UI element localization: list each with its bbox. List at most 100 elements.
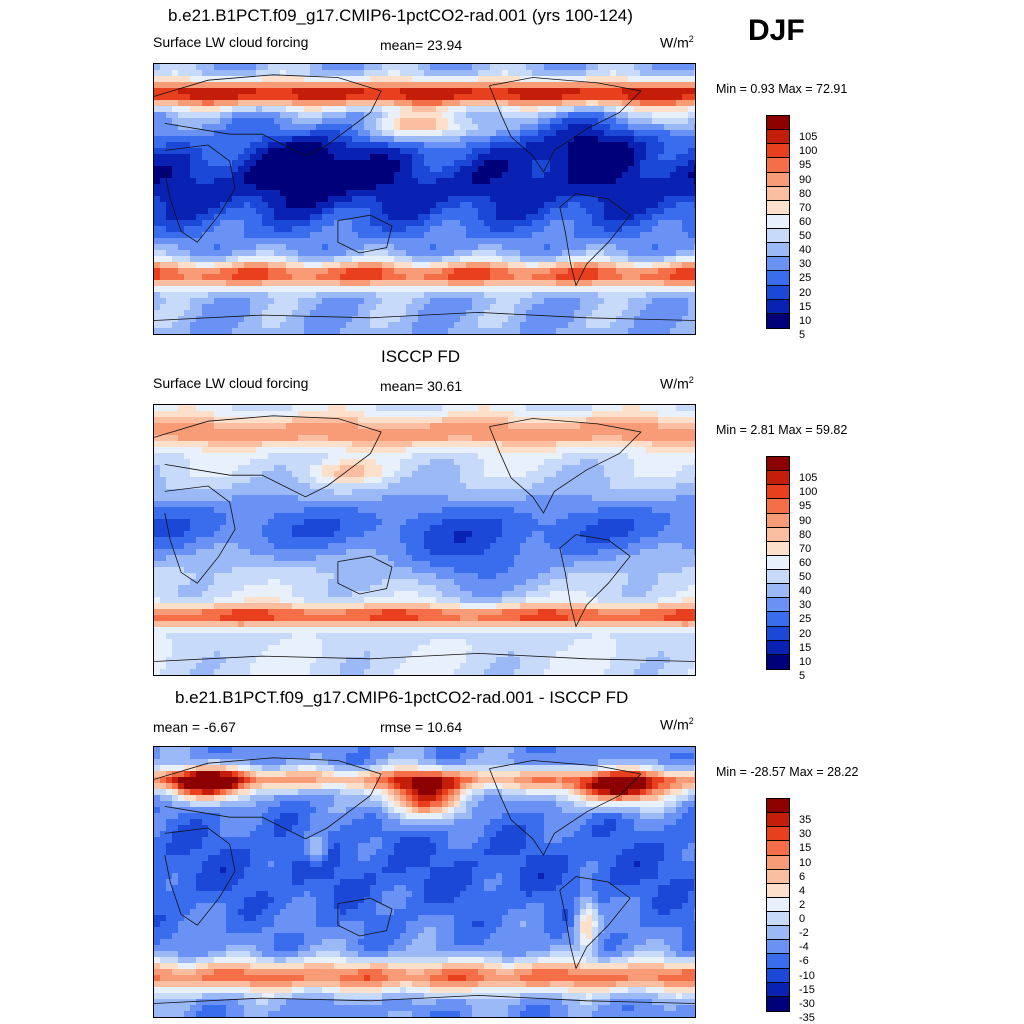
contour-cell xyxy=(160,244,167,251)
contour-cell xyxy=(556,328,563,334)
contour-cell xyxy=(412,208,419,215)
contour-cell xyxy=(262,286,269,293)
contour-cell xyxy=(394,441,401,448)
contour-cell xyxy=(664,208,671,215)
contour-cell xyxy=(562,148,569,155)
contour-cell xyxy=(232,88,239,95)
contour-cell xyxy=(496,238,503,245)
contour-cell xyxy=(208,238,215,245)
contour-cell xyxy=(286,250,293,257)
contour-cell xyxy=(268,220,275,227)
contour-cell xyxy=(556,292,563,299)
contour-cell xyxy=(466,160,473,167)
contour-cell xyxy=(208,268,215,275)
contour-cell xyxy=(496,232,503,239)
contour-cell xyxy=(586,274,593,281)
contour-cell xyxy=(196,70,203,77)
contour-cell xyxy=(640,441,647,448)
contour-cell xyxy=(466,292,473,299)
contour-cell xyxy=(526,292,533,299)
contour-cell xyxy=(418,417,425,424)
contour-cell xyxy=(490,154,497,161)
contour-cell xyxy=(568,322,575,329)
contour-cell xyxy=(484,316,491,323)
contour-cell xyxy=(160,304,167,311)
contour-cell xyxy=(586,64,593,71)
contour-cell xyxy=(196,262,203,269)
contour-cell xyxy=(310,148,317,155)
contour-cell xyxy=(400,274,407,281)
contour-cell xyxy=(514,322,521,329)
contour-cell xyxy=(166,298,173,305)
contour-cell xyxy=(562,154,569,161)
contour-cell xyxy=(526,166,533,173)
contour-cell xyxy=(574,286,581,293)
contour-cell xyxy=(652,280,659,287)
contour-cell xyxy=(460,100,467,107)
contour-cell xyxy=(436,447,443,454)
contour-cell xyxy=(388,136,395,143)
contour-cell xyxy=(250,423,257,430)
contour-cell xyxy=(556,280,563,287)
contour-cell xyxy=(460,232,467,239)
contour-cell xyxy=(616,214,623,221)
contour-cell xyxy=(388,441,395,448)
contour-cell xyxy=(316,94,323,101)
contour-cell xyxy=(496,64,503,71)
contour-cell xyxy=(652,232,659,239)
contour-cell xyxy=(460,148,467,155)
contour-cell xyxy=(658,423,665,430)
contour-cell xyxy=(430,154,437,161)
contour-cell xyxy=(634,178,641,185)
contour-cell xyxy=(598,124,605,131)
contour-cell xyxy=(358,118,365,125)
contour-cell xyxy=(376,441,383,448)
contour-cell xyxy=(382,226,389,233)
contour-cell xyxy=(532,172,539,179)
contour-cell xyxy=(418,172,425,179)
contour-cell xyxy=(244,322,251,329)
contour-cell xyxy=(454,244,461,251)
contour-cell xyxy=(628,88,635,95)
contour-cell xyxy=(214,232,221,239)
contour-cell xyxy=(232,154,239,161)
contour-cell xyxy=(160,70,167,77)
contour-cell xyxy=(688,328,695,334)
contour-cell xyxy=(664,417,671,424)
contour-cell xyxy=(166,226,173,233)
contour-cell xyxy=(298,142,305,149)
contour-cell xyxy=(304,148,311,155)
contour-cell xyxy=(328,142,335,149)
contour-cell xyxy=(208,118,215,125)
contour-cell xyxy=(412,292,419,299)
contour-cell xyxy=(514,94,521,101)
contour-cell xyxy=(436,178,443,185)
contour-cell xyxy=(490,88,497,95)
contour-cell xyxy=(616,94,623,101)
contour-cell xyxy=(454,196,461,203)
contour-cell xyxy=(244,166,251,173)
contour-cell xyxy=(178,232,185,239)
contour-cell xyxy=(532,226,539,233)
contour-cell xyxy=(262,262,269,269)
contour-cell xyxy=(664,184,671,191)
contour-cell xyxy=(532,214,539,221)
contour-cell xyxy=(304,184,311,191)
contour-cell xyxy=(316,304,323,311)
contour-cell xyxy=(424,154,431,161)
contour-cell xyxy=(688,244,695,251)
contour-cell xyxy=(382,214,389,221)
contour-cell xyxy=(214,328,221,334)
contour-cell xyxy=(268,226,275,233)
contour-cell xyxy=(190,441,197,448)
contour-cell xyxy=(640,232,647,239)
contour-cell xyxy=(226,232,233,239)
contour-cell xyxy=(508,94,515,101)
contour-cell xyxy=(424,82,431,89)
contour-cell xyxy=(496,429,503,436)
contour-cell xyxy=(424,178,431,185)
contour-cell xyxy=(280,160,287,167)
contour-cell xyxy=(538,124,545,131)
contour-cell xyxy=(538,100,545,107)
contour-cell xyxy=(520,262,527,269)
